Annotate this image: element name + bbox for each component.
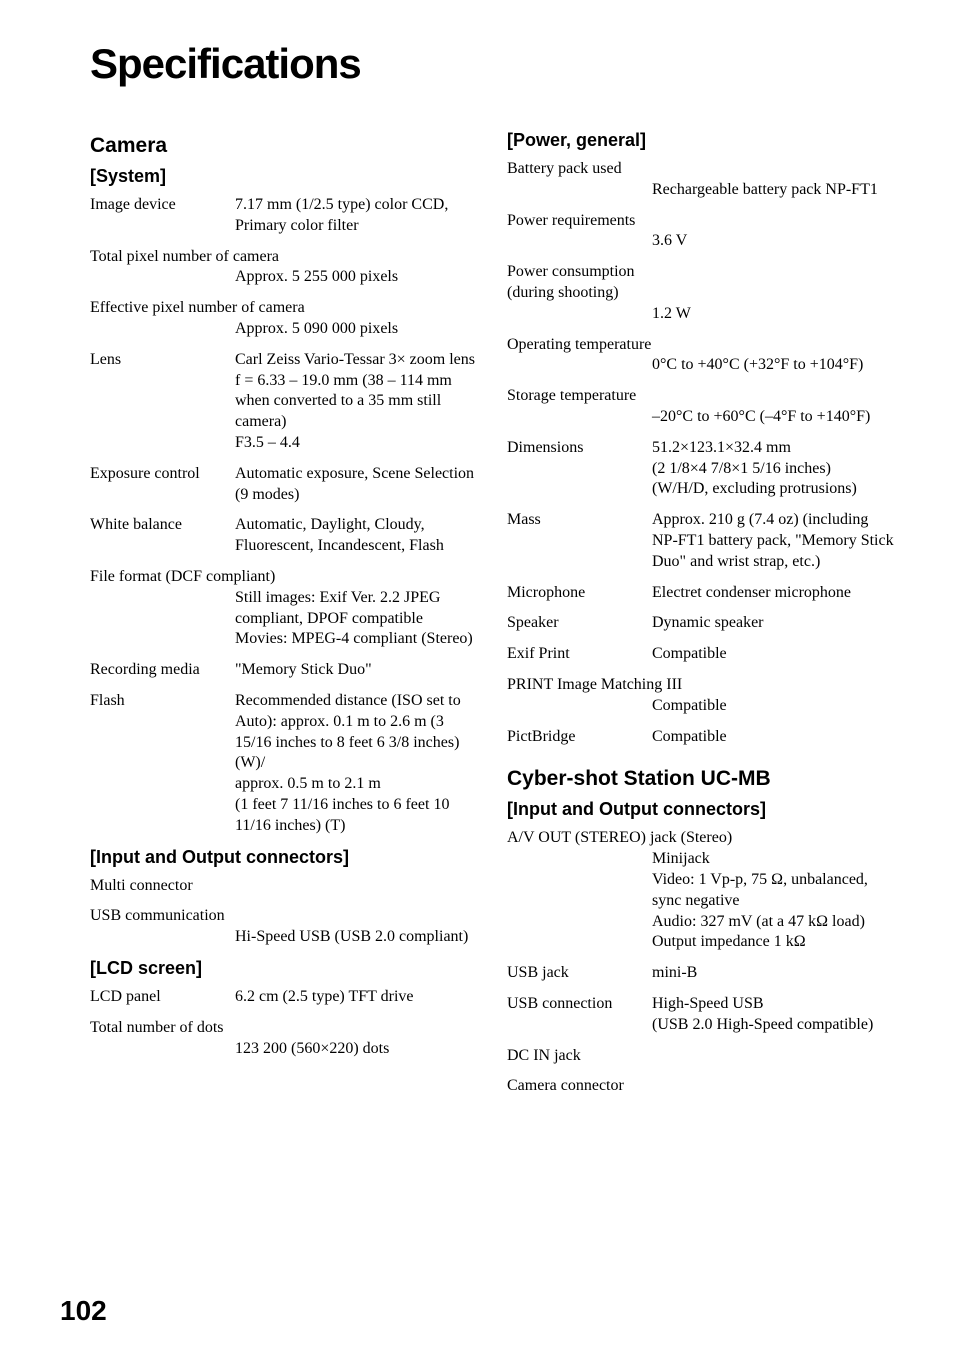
spec-label: White balance (90, 515, 235, 557)
spec-label: Lens (90, 350, 235, 454)
spec-value: mini-B (652, 963, 894, 984)
spec-value: Approx. 5 255 000 pixels (235, 267, 477, 288)
spec-value: Compatible (652, 644, 894, 665)
spec-lcd-panel: LCD panel 6.2 cm (2.5 type) TFT drive (90, 987, 477, 1008)
spec-value: Electret condenser microphone (652, 583, 894, 604)
spec-cam-conn: Camera connector (507, 1076, 894, 1097)
spec-av-out: A/V OUT (STEREO) jack (Stereo) MinijackV… (507, 828, 894, 953)
spec-print-image: PRINT Image Matching III Compatible (507, 675, 894, 717)
spec-value: 7.17 mm (1/2.5 type) color CCD, Primary … (235, 195, 477, 237)
spec-value: Recommended distance (ISO set to Auto): … (235, 691, 477, 837)
spec-value: 0°C to +40°C (+32°F to +104°F) (652, 355, 894, 376)
spec-value: Approx. 5 090 000 pixels (235, 319, 477, 340)
spec-value: High-Speed USB(USB 2.0 High-Speed compat… (652, 994, 894, 1036)
spec-storage-temp: Storage temperature –20°C to +60°C (–4°F… (507, 386, 894, 428)
spec-usb-conn: USB connection High-Speed USB(USB 2.0 Hi… (507, 994, 894, 1036)
spec-label: Microphone (507, 583, 652, 604)
spec-label: Dimensions (507, 438, 652, 500)
spec-value: Carl Zeiss Vario-Tessar 3× zoom lensf = … (235, 350, 477, 454)
spec-lens: Lens Carl Zeiss Vario-Tessar 3× zoom len… (90, 350, 477, 454)
spec-dimensions: Dimensions 51.2×123.1×32.4 mm(2 1/8×4 7/… (507, 438, 894, 500)
spec-total-pixel: Total pixel number of camera Approx. 5 2… (90, 247, 477, 289)
spec-total-dots: Total number of dots 123 200 (560×220) d… (90, 1018, 477, 1060)
spec-recording-media: Recording media "Memory Stick Duo" (90, 660, 477, 681)
spec-label: Battery pack used (507, 159, 894, 180)
spec-flash: Flash Recommended distance (ISO set to A… (90, 691, 477, 837)
spec-value: Rechargeable battery pack NP-FT1 (652, 180, 894, 201)
spec-label: File format (DCF compliant) (90, 567, 477, 588)
spec-value: "Memory Stick Duo" (235, 660, 477, 681)
spec-label: Exposure control (90, 464, 235, 506)
spec-file-format: File format (DCF compliant) Still images… (90, 567, 477, 650)
left-column: Camera [System] Image device 7.17 mm (1/… (90, 128, 477, 1107)
spec-label: USB communication (90, 906, 477, 927)
power-heading: [Power, general] (507, 130, 894, 151)
spec-power-cons: Power consumption(during shooting) 1.2 W (507, 262, 894, 324)
spec-exif-print: Exif Print Compatible (507, 644, 894, 665)
spec-label: Mass (507, 510, 652, 572)
spec-speaker: Speaker Dynamic speaker (507, 613, 894, 634)
spec-value: 6.2 cm (2.5 type) TFT drive (235, 987, 477, 1008)
spec-label: USB jack (507, 963, 652, 984)
spec-value: Automatic, Daylight, Cloudy, Fluorescent… (235, 515, 477, 557)
spec-effective-pixel: Effective pixel number of camera Approx.… (90, 298, 477, 340)
spec-value: –20°C to +60°C (–4°F to +140°F) (652, 407, 894, 428)
right-column: [Power, general] Battery pack used Recha… (507, 128, 894, 1107)
spec-label: PRINT Image Matching III (507, 675, 894, 696)
spec-value: Automatic exposure, Scene Selection (9 m… (235, 464, 477, 506)
spec-white-balance: White balance Automatic, Daylight, Cloud… (90, 515, 477, 557)
station-heading: Cyber-shot Station UC-MB (507, 767, 894, 791)
page-number: 102 (60, 1295, 107, 1327)
spec-pictbridge: PictBridge Compatible (507, 727, 894, 748)
spec-label: USB connection (507, 994, 652, 1036)
camera-heading: Camera (90, 134, 477, 158)
spec-label: Flash (90, 691, 235, 837)
columns-container: Camera [System] Image device 7.17 mm (1/… (90, 128, 894, 1107)
spec-label: Exif Print (507, 644, 652, 665)
spec-mass: Mass Approx. 210 g (7.4 oz) (including N… (507, 510, 894, 572)
spec-label: Total number of dots (90, 1018, 477, 1039)
spec-exposure: Exposure control Automatic exposure, Sce… (90, 464, 477, 506)
spec-label: Power consumption(during shooting) (507, 262, 894, 304)
spec-microphone: Microphone Electret condenser microphone (507, 583, 894, 604)
spec-battery: Battery pack used Rechargeable battery p… (507, 159, 894, 201)
spec-value: Still images: Exif Ver. 2.2 JPEG complia… (235, 588, 477, 650)
spec-usb-jack: USB jack mini-B (507, 963, 894, 984)
spec-multi-connector: Multi connector (90, 876, 477, 897)
lcd-heading: [LCD screen] (90, 958, 477, 979)
spec-label: Image device (90, 195, 235, 237)
io-heading: [Input and Output connectors] (90, 847, 477, 868)
spec-value: Compatible (652, 727, 894, 748)
spec-label: A/V OUT (STEREO) jack (Stereo) (507, 828, 894, 849)
spec-value: Compatible (652, 696, 894, 717)
spec-label: LCD panel (90, 987, 235, 1008)
spec-usb-comm: USB communication Hi-Speed USB (USB 2.0 … (90, 906, 477, 948)
spec-value: 51.2×123.1×32.4 mm(2 1/8×4 7/8×1 5/16 in… (652, 438, 894, 500)
spec-value: 123 200 (560×220) dots (235, 1039, 477, 1060)
spec-value: Approx. 210 g (7.4 oz) (including NP-FT1… (652, 510, 894, 572)
spec-power-req: Power requirements 3.6 V (507, 211, 894, 253)
spec-value: 3.6 V (652, 231, 894, 252)
spec-value: 1.2 W (652, 304, 894, 325)
spec-label: Operating temperature (507, 335, 894, 356)
spec-label: Total pixel number of camera (90, 247, 477, 268)
spec-image-device: Image device 7.17 mm (1/2.5 type) color … (90, 195, 477, 237)
spec-label: PictBridge (507, 727, 652, 748)
spec-op-temp: Operating temperature 0°C to +40°C (+32°… (507, 335, 894, 377)
spec-value: MinijackVideo: 1 Vp-p, 75 Ω, unbalanced,… (652, 849, 894, 953)
spec-label: Storage temperature (507, 386, 894, 407)
spec-label: Recording media (90, 660, 235, 681)
spec-value: Hi-Speed USB (USB 2.0 compliant) (235, 927, 477, 948)
spec-label: Power requirements (507, 211, 894, 232)
spec-value: Dynamic speaker (652, 613, 894, 634)
spec-label: Speaker (507, 613, 652, 634)
spec-dc-in: DC IN jack (507, 1046, 894, 1067)
system-heading: [System] (90, 166, 477, 187)
page-title: Specifications (90, 40, 894, 88)
station-io-heading: [Input and Output connectors] (507, 799, 894, 820)
spec-label: Effective pixel number of camera (90, 298, 477, 319)
